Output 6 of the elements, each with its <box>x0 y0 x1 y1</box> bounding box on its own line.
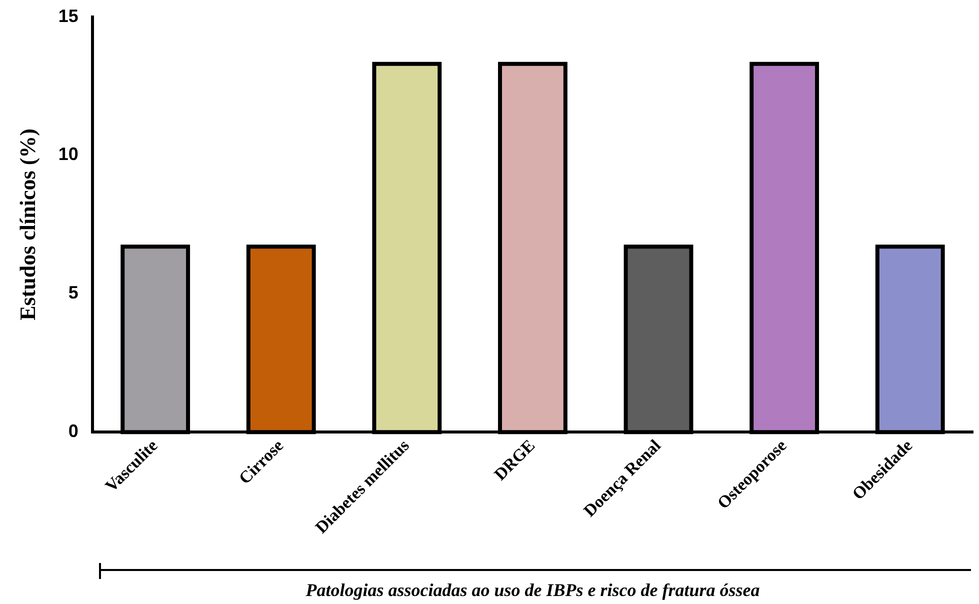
x-axis-title: Patologias associadas ao uso de IBPs e risco de fratura óssea <box>304 580 760 600</box>
y-tick-label: 15 <box>58 6 78 26</box>
y-tick-label: 10 <box>58 144 78 164</box>
y-tick-label: 5 <box>68 282 78 303</box>
y-tick-label: 0 <box>68 421 78 442</box>
y-axis-title: Estudos clínicos (%) <box>14 128 40 320</box>
